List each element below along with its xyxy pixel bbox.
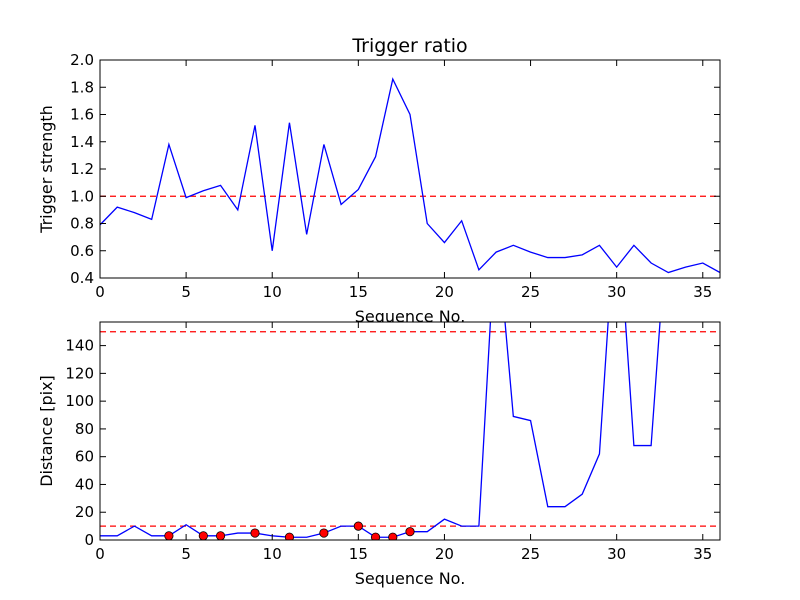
y-tick-label: 20 bbox=[75, 503, 94, 521]
x-tick-label: 0 bbox=[95, 545, 105, 563]
y-tick-label: 0 bbox=[84, 531, 94, 549]
trigger-ratio-panel: 0 5 10 15 20 25 30 35 0.4 0.6 0.8 1.0 1.2 1.4 1.6 1.8 2.… bbox=[37, 35, 721, 326]
plot-content bbox=[100, 322, 720, 540]
scatter-point bbox=[198, 531, 208, 540]
plot-area bbox=[100, 322, 720, 540]
scatter-point bbox=[370, 532, 381, 540]
plot-frame bbox=[99, 321, 721, 541]
scatter-point bbox=[319, 528, 329, 538]
x-tick-label: 10 bbox=[263, 283, 282, 301]
x-tick-label: 20 bbox=[435, 283, 454, 301]
x-tick-label: 0 bbox=[95, 283, 105, 301]
x-tick-label: 25 bbox=[521, 283, 540, 301]
x-tick-label: 20 bbox=[435, 545, 454, 563]
x-tick-label: 35 bbox=[693, 283, 712, 301]
y-tick-label: 60 bbox=[75, 448, 94, 466]
y-tick-label: 2.0 bbox=[70, 51, 94, 69]
x-tick-label: 35 bbox=[693, 545, 712, 563]
y-tick-label: 0.4 bbox=[70, 269, 94, 287]
x-tick-label: 15 bbox=[349, 283, 368, 301]
chart-title: Trigger ratio bbox=[351, 35, 467, 57]
y-tick-label: 0.8 bbox=[70, 215, 94, 233]
scatter-point bbox=[164, 531, 174, 540]
y-tick-label: 1.4 bbox=[70, 133, 94, 151]
x-tick-label: 5 bbox=[181, 545, 191, 563]
scatter-point bbox=[215, 531, 226, 540]
x-tick-label: 15 bbox=[349, 545, 368, 563]
plot-content bbox=[100, 77, 720, 274]
x-tick-label: 5 bbox=[181, 283, 191, 301]
y-tick-label: 0.6 bbox=[70, 242, 94, 260]
scatter-point bbox=[284, 532, 295, 540]
y-axis-label: Trigger strength bbox=[37, 105, 56, 234]
x-axis-label: Sequence No. bbox=[355, 307, 466, 326]
y-tick-label: 1.0 bbox=[70, 187, 94, 205]
x-tick-label: 30 bbox=[607, 283, 626, 301]
series-line-0 bbox=[100, 77, 720, 274]
scatter-point bbox=[388, 532, 398, 540]
x-tick-label: 10 bbox=[263, 545, 282, 563]
y-tick-label: 80 bbox=[75, 420, 94, 438]
scatter-point bbox=[405, 527, 415, 537]
y-tick-label: 120 bbox=[65, 364, 94, 382]
y-tick-label: 1.2 bbox=[70, 160, 94, 178]
y-tick-label: 40 bbox=[75, 475, 94, 493]
y-axis-label: Distance [pix] bbox=[37, 375, 56, 487]
distance-panel: 0 5 10 15 20 25 30 35 0 20 40 60 80 100 120 140 Sequence… bbox=[37, 321, 721, 588]
y-tick-label: 100 bbox=[65, 392, 94, 410]
y-tick-label: 1.8 bbox=[70, 78, 94, 96]
y-tick-label: 140 bbox=[65, 337, 94, 355]
scatter-point bbox=[353, 521, 363, 531]
scatter-point bbox=[250, 528, 260, 538]
x-axis-label: Sequence No. bbox=[355, 569, 466, 588]
y-tick-label: 1.6 bbox=[70, 106, 94, 124]
x-tick-label: 30 bbox=[607, 545, 626, 563]
x-tick-label: 25 bbox=[521, 545, 540, 563]
plot-area bbox=[100, 60, 720, 278]
